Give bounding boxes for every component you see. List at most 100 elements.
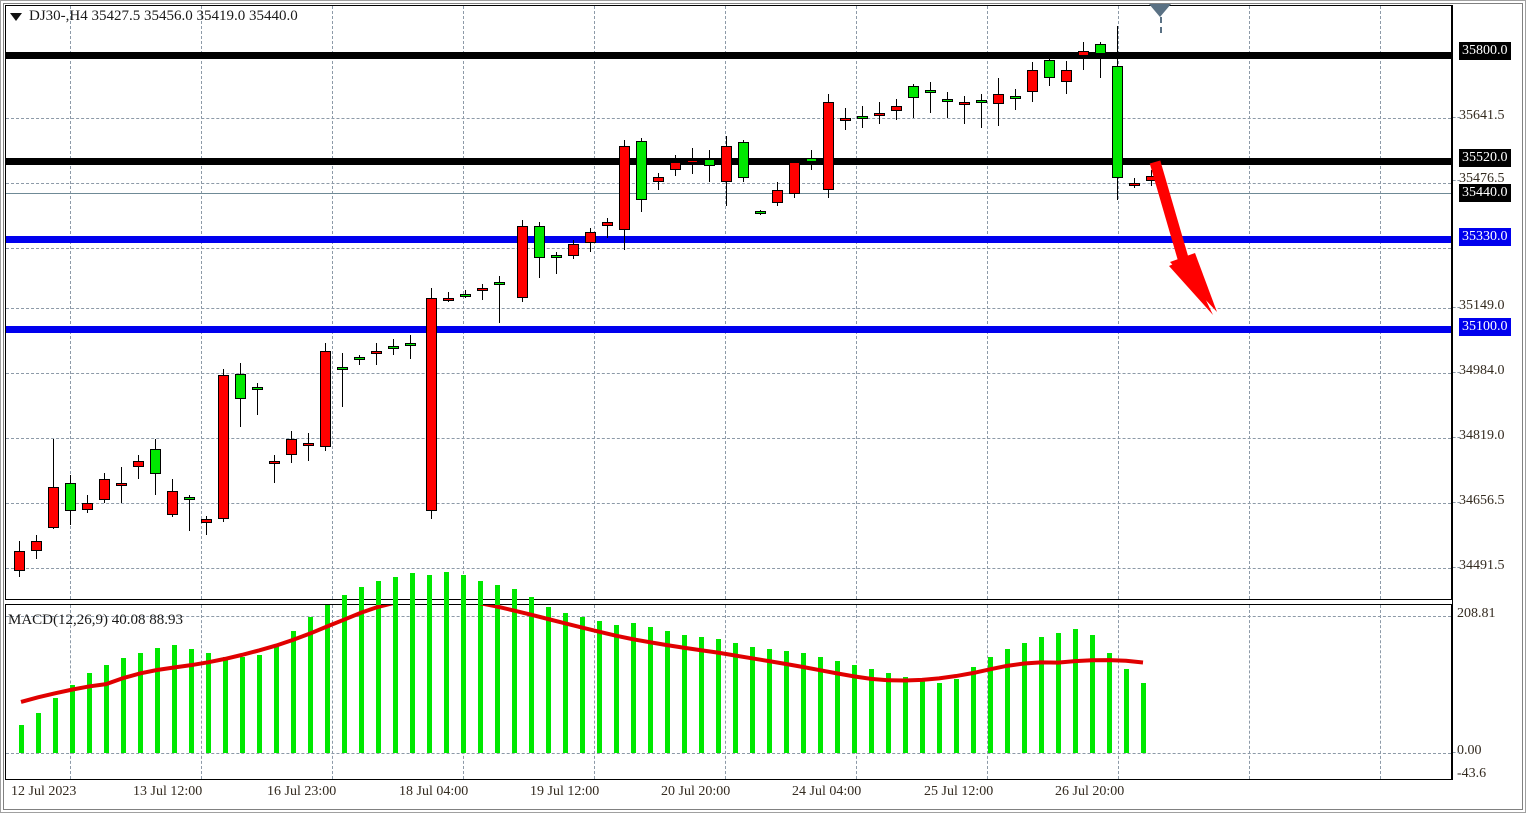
price-chart-pane[interactable] [5, 5, 1452, 600]
macd-bar [121, 658, 126, 753]
triangle-down-icon[interactable] [10, 12, 22, 21]
macd-bar [597, 621, 602, 753]
macd-bar [614, 625, 619, 753]
macd-bar [240, 657, 245, 753]
candle-wick [964, 96, 965, 125]
macd-bar [359, 587, 364, 753]
candle-body [48, 486, 59, 528]
macd-bar [19, 725, 24, 753]
price-axis-label: 35440.0 [1459, 184, 1511, 202]
down-arrow-annotation[interactable] [1129, 150, 1249, 330]
macd-bar [70, 685, 75, 753]
macd-gridline-h [6, 753, 1451, 754]
level-line-support[interactable] [6, 236, 1451, 243]
candle-wick [981, 94, 982, 129]
candle-wick [189, 494, 190, 531]
macd-gridline-v [201, 605, 202, 779]
time-axis-label: 12 Jul 2023 [11, 784, 77, 799]
price-gridline-h [6, 308, 1451, 309]
price-axis-tick [1453, 180, 1460, 181]
macd-header: MACD(12,26,9) 40.08 88.93 [8, 612, 183, 629]
candle-body [993, 94, 1004, 105]
macd-bar [869, 669, 874, 753]
price-gridline-v [594, 6, 595, 599]
candle-body [874, 113, 885, 117]
top-marker-triangle-icon[interactable] [1149, 4, 1171, 17]
macd-bar [988, 657, 993, 753]
macd-bar [835, 661, 840, 753]
candle-body [687, 160, 698, 164]
price-gridline-v [1380, 6, 1381, 599]
price-axis-tick [1453, 117, 1460, 118]
macd-bar [223, 657, 228, 753]
macd-axis-label: 208.81 [1457, 606, 1496, 621]
candle-body [721, 146, 732, 183]
macd-bar [937, 683, 942, 753]
level-line-support[interactable] [6, 326, 1451, 333]
macd-bar [393, 577, 398, 753]
candle-body [891, 106, 902, 111]
macd-bar [257, 655, 262, 753]
macd-bar [971, 667, 976, 753]
macd-bar [512, 589, 517, 753]
candle-body [65, 482, 76, 511]
price-gridline-v [725, 6, 726, 599]
candle-body [738, 142, 749, 179]
macd-bar [801, 653, 806, 753]
macd-bar [1107, 653, 1112, 753]
candle-wick [499, 276, 500, 323]
candle-body [551, 255, 562, 259]
macd-bar [461, 575, 466, 753]
candle-body [218, 374, 229, 519]
macd-bar [716, 639, 721, 753]
macd-axis-label: -43.6 [1457, 766, 1487, 781]
candle-body [286, 438, 297, 455]
price-axis-tick [1453, 567, 1460, 568]
price-axis-label: 35800.0 [1459, 42, 1511, 60]
chart-header-text: DJ30-,H4 35427.5 35456.0 35419.0 35440.0 [29, 8, 298, 24]
price-gridline-v [1118, 6, 1119, 599]
candle-wick [376, 342, 377, 365]
candle-body [337, 366, 348, 370]
macd-bar [155, 648, 160, 753]
level-line-last-price[interactable] [6, 193, 1451, 194]
candle-wick [930, 82, 931, 114]
candle-body [619, 146, 630, 231]
macd-gridline-v [987, 605, 988, 779]
candle-body [942, 98, 953, 102]
candle-wick [342, 352, 343, 407]
candle-body [568, 244, 579, 257]
price-axis-label: 34984.0 [1459, 363, 1505, 378]
candle-wick [1015, 89, 1016, 111]
macd-bar [1005, 649, 1010, 753]
candle-body [1010, 96, 1021, 100]
macd-bar [665, 631, 670, 753]
candle-body [840, 118, 851, 122]
candle-wick [308, 432, 309, 461]
price-gridline-h [6, 118, 1451, 119]
macd-bar [291, 631, 296, 753]
candle-body [976, 100, 987, 104]
price-axis-label: 34819.0 [1459, 428, 1505, 443]
level-line-resistance[interactable] [6, 52, 1451, 59]
candle-body [31, 540, 42, 551]
macd-gridline-v [332, 605, 333, 779]
price-axis-label: 34491.5 [1459, 558, 1505, 573]
candle-body [443, 297, 454, 301]
candle-body [636, 141, 647, 201]
candle-body [388, 345, 399, 349]
time-axis-label: 24 Jul 04:00 [792, 784, 862, 799]
time-axis[interactable]: 12 Jul 2023 13 Jul 12:00 16 Jul 23:00 18 Ju… [5, 781, 1452, 809]
macd-pane[interactable] [5, 572, 1452, 780]
macd-bar [546, 607, 551, 753]
macd-bar [750, 647, 755, 753]
candle-body [354, 356, 365, 360]
candle-body [517, 226, 528, 299]
candle-body [269, 460, 280, 464]
price-axis[interactable]: 35800.0 35641.5 35520.0 35476.5 35440.0 35330… [1452, 5, 1521, 781]
macd-bar [733, 643, 738, 753]
macd-bar [682, 635, 687, 753]
candle-body [405, 342, 416, 346]
